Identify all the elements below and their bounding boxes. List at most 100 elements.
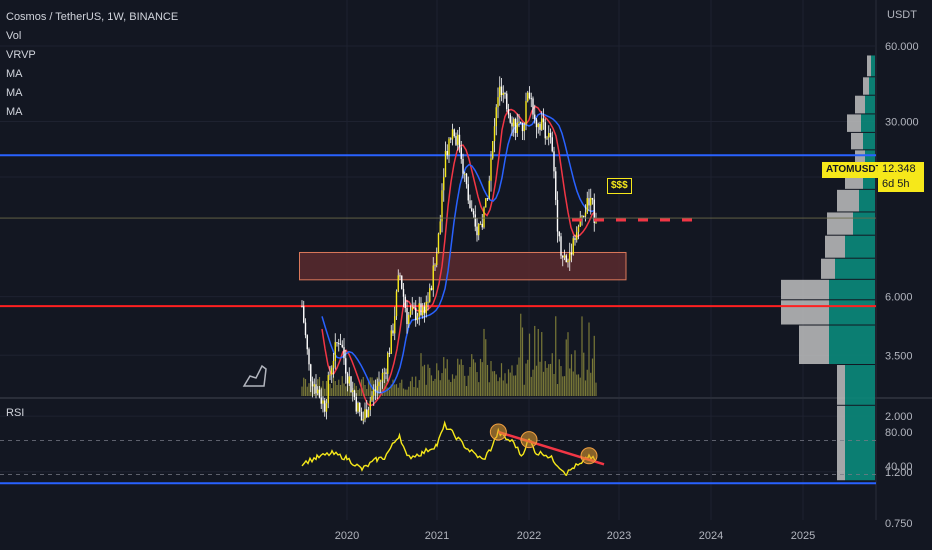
indicator-ma-3[interactable]: MA [6,106,23,118]
volume-bar-165 [590,372,592,396]
candle-body-97 [471,208,473,211]
candle-body-131 [530,98,532,100]
candle-body-69 [422,306,424,315]
volume-bar-101 [478,382,480,396]
vrvp-bar-up-8 [853,212,875,235]
volume-bar-130 [528,333,531,396]
volume-bar-90 [458,364,461,396]
supply-zone[interactable] [299,251,627,281]
volume-bar-85 [450,382,452,396]
candle-body-40 [371,395,373,401]
volume-bar-88 [455,375,457,396]
candle-body-136 [539,123,541,130]
candle-body-148 [560,236,562,256]
candle-body-125 [520,121,522,124]
grid-lines [0,0,932,520]
candle-body-26 [346,373,349,384]
last-price-value: 12.348 [882,163,916,175]
symbol-badge: ATOMUSDT [822,162,886,178]
candle-body-83 [446,150,448,156]
volume-bar-141 [548,364,550,396]
indicator-vol[interactable]: Vol [6,30,22,42]
candle-body-66 [416,316,419,321]
volume-bar-17 [331,388,333,396]
volume-bar-4 [308,383,310,396]
volume-bar-19 [334,381,336,396]
volume-bar-119 [509,372,511,396]
vrvp-bar-down-11 [781,279,829,300]
candle-body-9 [317,389,319,394]
tradingview-logo-icon [242,364,267,387]
volume-bar-49 [387,387,389,396]
price-tick-label-4: 3.500 [885,350,913,362]
candle-body-166 [591,197,594,200]
candle-body-144 [553,151,555,172]
vrvp-bar-down-12 [781,300,829,325]
volume-bar-63 [411,376,413,396]
candle-body-55 [397,275,399,292]
volume-bar-118 [507,369,510,396]
price-tick-label-7: 0.750 [885,518,913,530]
indicator-ma-1[interactable]: MA [6,68,23,80]
candle-body-62 [409,310,412,315]
candle-body-30 [353,390,356,398]
volume-bar-61 [408,386,410,396]
volume-bar-21 [338,379,340,396]
candle-body-114 [500,86,503,95]
candle-body-121 [513,118,515,127]
volume-bar-149 [562,376,564,396]
volume-bar-123 [516,364,518,396]
candle-body-5 [310,364,312,382]
volume-bar-60 [406,389,408,396]
volume-bar-150 [563,376,566,396]
volume-bar-68 [420,353,422,396]
candle-body-38 [367,410,370,418]
candle-body-50 [388,353,391,355]
rsi-indicator-label[interactable]: RSI [6,407,25,419]
indicator-ma-2[interactable]: MA [6,87,23,99]
candle-body-20 [336,342,338,344]
volume-bar-162 [584,380,587,396]
candle-body-167 [593,199,595,223]
candle-body-99 [474,214,476,227]
volume-bar-108 [490,361,492,396]
candle-body-1 [303,306,305,323]
volume-bar-99 [474,362,476,396]
horizontal-levels[interactable] [0,154,876,485]
candle-body-32 [357,402,359,412]
candle-body-78 [437,233,440,254]
candle-body-157 [576,232,578,240]
vrvp-bar-down-10 [821,258,835,279]
candle-body-21 [338,343,340,345]
volume-bar-78 [437,370,440,396]
rsi-pane [0,420,876,477]
candle-body-143 [551,137,553,152]
vrvp-bar-up-14 [845,365,875,405]
candle-body-35 [362,419,364,421]
candle-body-43 [376,386,378,391]
volume-bar-153 [569,368,571,396]
moving-averages [321,105,596,407]
volume-bar-163 [586,369,588,396]
candle-body-44 [378,381,380,387]
candle-body-54 [395,291,398,317]
candle-body-58 [402,288,405,297]
candle-body-81 [443,177,445,191]
candle-body-145 [555,171,557,200]
volume-bar-33 [359,388,361,396]
volume-bar-145 [555,316,557,396]
candle-body-159 [579,217,581,227]
candle-body-155 [572,238,574,255]
volume-bar-127 [523,384,525,396]
candle-body-133 [534,114,536,120]
time-tick-label-0: 2020 [335,530,359,542]
candle-body-3 [306,335,308,350]
volume-bar-146 [556,384,559,396]
volume-bar-116 [504,373,506,396]
vrvp-bar-down-2 [855,95,865,114]
last-price-badge: 12.348 6d 5h [878,162,924,192]
volume-bar-114 [500,363,503,396]
chart-title[interactable]: Cosmos / TetherUS, 1W, BINANCE [6,11,179,23]
indicator-vrvp[interactable]: VRVP [6,49,36,61]
